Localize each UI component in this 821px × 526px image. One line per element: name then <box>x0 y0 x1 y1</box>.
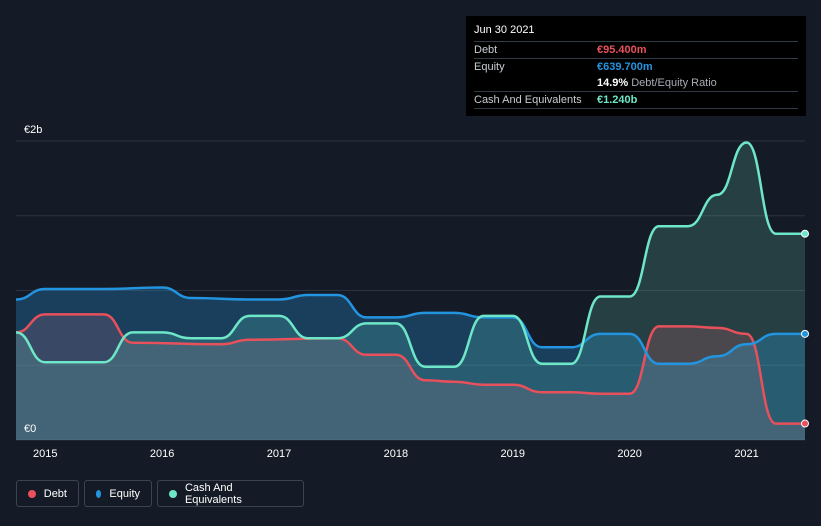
x-tick-label-2020: 2020 <box>617 448 641 460</box>
tooltip-row-ratio: 14.9% Debt/Equity Ratio <box>474 75 798 91</box>
debt-line <box>15 313 805 425</box>
tooltip-equity-label: Equity <box>474 61 505 73</box>
y-axis-label-top: €2b <box>24 124 42 136</box>
legend-item-equity[interactable]: Equity <box>84 480 152 507</box>
chart-areas <box>16 142 805 440</box>
equity-line <box>15 286 805 366</box>
cash-area <box>16 142 805 440</box>
equity-end-marker <box>801 329 809 338</box>
legend-debt-label: Debt <box>43 487 67 500</box>
tooltip-ratio-label: Debt/Equity Ratio <box>631 77 717 89</box>
tooltip-row-debt: Debt €95.400m <box>474 41 798 58</box>
tooltip-debt-label: Debt <box>474 44 498 56</box>
cash-end-marker <box>801 229 809 238</box>
x-tick-label-2018: 2018 <box>384 448 408 460</box>
tooltip-cash-label: Cash And Equivalents <box>474 94 582 106</box>
tooltip-date: Jun 30 2021 <box>474 24 535 36</box>
tooltip-row-equity: Equity €639.700m <box>474 58 798 75</box>
x-tick-label-2019: 2019 <box>501 448 525 460</box>
legend-item-cash[interactable]: Cash And Equivalents <box>157 480 304 507</box>
x-tick-label-2021: 2021 <box>734 448 758 460</box>
tooltip-debt-value: €95.400m <box>597 44 647 56</box>
x-tick-label-2017: 2017 <box>267 448 291 460</box>
equity-area <box>16 287 805 440</box>
tooltip-panel: Jun 30 2021 Debt €95.400m Equity €639.70… <box>466 16 806 116</box>
debt-area <box>16 314 805 440</box>
cash-line <box>15 141 805 368</box>
tooltip-row-cash: Cash And Equivalents €1.240b <box>474 91 798 109</box>
chart-end-markers <box>801 229 809 428</box>
legend-item-debt[interactable]: Debt <box>16 480 79 507</box>
x-tick-label-2015: 2015 <box>33 448 57 460</box>
tooltip-ratio-value: 14.9% <box>597 77 629 89</box>
x-tick-label-2016: 2016 <box>150 448 174 460</box>
chart-lines <box>15 141 805 425</box>
legend-equity-label: Equity <box>109 487 140 500</box>
legend-cash-label: Cash And Equivalents <box>184 481 242 506</box>
tooltip-cash-value: €1.240b <box>597 94 638 106</box>
tooltip-equity-value: €639.700m <box>597 61 653 73</box>
chart-grid <box>16 140 805 441</box>
x-axis-ticks: 2015 2016 2017 2018 2019 2020 2021 <box>33 448 759 460</box>
cash-dot-icon <box>169 489 177 498</box>
debt-dot-icon <box>28 489 36 498</box>
equity-dot-icon <box>96 489 102 498</box>
y-axis-label-bottom: €0 <box>24 423 36 435</box>
debt-end-marker <box>801 419 809 428</box>
